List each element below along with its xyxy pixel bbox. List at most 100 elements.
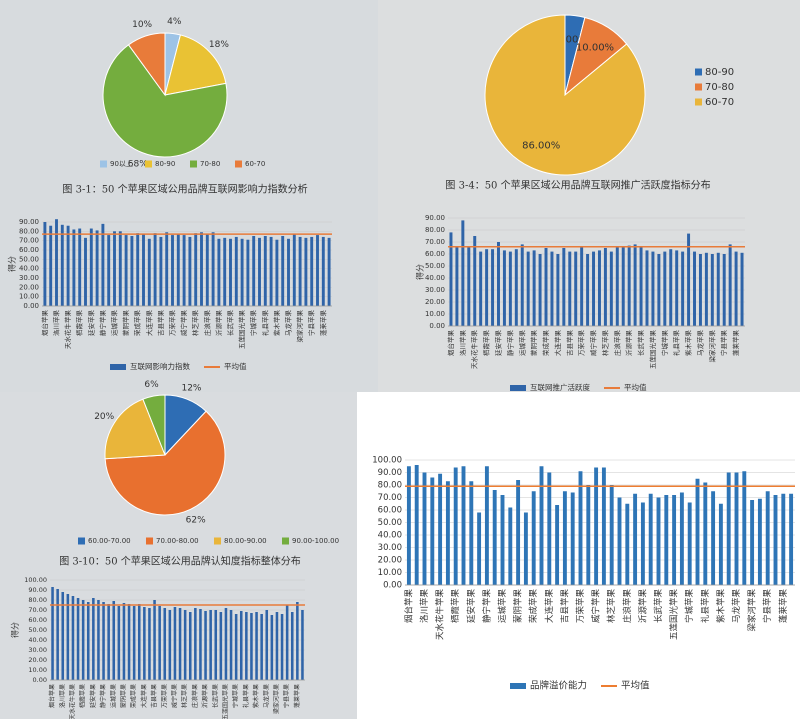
x-tick-label: 林芝苹果: [600, 330, 609, 357]
bar: [61, 592, 65, 680]
legend-swatch: [78, 537, 85, 545]
y-tick-label: 30.00: [378, 543, 402, 553]
slice-label: 18%: [209, 40, 229, 50]
bar: [327, 237, 331, 306]
legend-swatch: [695, 68, 702, 76]
x-tick-label: 宁县苹果: [762, 589, 773, 624]
x-tick-label: 吉县苹果: [565, 330, 574, 357]
x-tick-label: 洛川苹果: [458, 330, 467, 357]
legend-label: 互联网推广活跃度: [530, 382, 590, 392]
bar: [750, 500, 755, 585]
y-tick-label: 0.00: [23, 302, 39, 310]
bar: [81, 600, 85, 680]
x-tick-label: 蓬莱苹果: [778, 589, 789, 624]
bar: [580, 246, 584, 326]
x-tick-label: 栖霞苹果: [482, 330, 491, 357]
bar: [617, 497, 622, 585]
pie-slice: [164, 34, 227, 96]
bar: [173, 607, 177, 680]
x-tick-label: 蒙阴苹果: [513, 589, 524, 624]
x-tick-label: 吉县苹果: [150, 684, 158, 708]
bar: [461, 466, 466, 585]
bar: [280, 614, 284, 680]
bar: [246, 239, 250, 306]
slice-label: 4%: [167, 17, 182, 27]
bar: [240, 238, 244, 306]
bar: [78, 228, 82, 306]
slice-label: 12%: [181, 384, 201, 394]
bar: [118, 231, 122, 306]
x-tick-label: 延安苹果: [86, 310, 95, 337]
x-tick-label: 运城苹果: [497, 589, 508, 624]
bar: [531, 491, 536, 585]
bar: [281, 236, 285, 306]
x-tick-label: 威宁苹果: [170, 684, 178, 708]
y-tick-label: 80.00: [19, 227, 39, 235]
bar: [422, 472, 427, 585]
bar: [568, 251, 572, 326]
legend-label: 80-90: [155, 160, 175, 168]
bar: [722, 254, 726, 326]
bar: [570, 492, 575, 585]
legend-label: 平均值: [624, 382, 647, 392]
pie-slice: [102, 44, 228, 158]
slice-label: 10.00%: [576, 43, 614, 54]
bar: [734, 472, 739, 585]
legend-label: 60-70: [245, 160, 265, 168]
bar: [615, 246, 619, 326]
bar: [112, 601, 116, 680]
bar: [639, 246, 643, 326]
y-tick-label: 50.00: [19, 255, 39, 263]
bar: [275, 612, 279, 680]
bar: [287, 238, 290, 306]
bar: [60, 224, 64, 306]
y-axis-title: 得分: [10, 622, 20, 638]
bar: [304, 237, 308, 306]
legend-label: 80-90: [705, 67, 734, 78]
pie-slice: [142, 394, 166, 456]
y-tick-label: 40.00: [425, 274, 445, 282]
bar: [95, 230, 99, 306]
bar: [132, 606, 136, 680]
bar: [182, 235, 186, 306]
x-tick-label: 林芝苹果: [181, 684, 189, 708]
bar: [130, 236, 134, 306]
bar: [165, 232, 169, 306]
x-tick-label: 梁家河苹果: [747, 589, 758, 632]
bar: [178, 608, 182, 680]
bar: [492, 490, 497, 585]
x-tick-label: 紫木苹果: [715, 589, 726, 624]
bar: [258, 237, 261, 306]
bar: [562, 491, 567, 585]
y-tick-label: 0.00: [383, 581, 402, 591]
y-tick-label: 20.00: [28, 656, 47, 664]
y-tick-label: 0.00: [429, 322, 445, 330]
bar: [562, 248, 566, 326]
x-tick-label: 礼县苹果: [260, 310, 269, 337]
bar: [651, 251, 655, 326]
x-tick-label: 梁家河苹果: [272, 684, 280, 714]
bar: [285, 605, 289, 680]
x-tick-label: 威宁苹果: [591, 589, 602, 624]
bar: [168, 610, 172, 680]
bar: [194, 608, 197, 680]
bar: [143, 607, 146, 680]
x-tick-label: 紫木苹果: [684, 330, 693, 357]
bar: [171, 235, 174, 306]
x-tick-label: 宁县苹果: [283, 684, 291, 708]
x-tick-label: 紫木苹果: [252, 684, 260, 708]
x-tick-label: 蒙阴苹果: [119, 684, 127, 708]
y-tick-label: 20.00: [378, 556, 402, 566]
bar: [239, 611, 243, 680]
x-tick-label: 荣成苹果: [528, 589, 539, 624]
bar: [679, 492, 684, 585]
x-tick-label: 延安苹果: [466, 589, 477, 624]
x-tick-label: 烟台苹果: [40, 310, 49, 337]
slice-label: 68%: [128, 159, 148, 169]
x-tick-label: 天水花牛苹果: [435, 589, 446, 641]
bar: [205, 234, 209, 306]
bar: [214, 610, 218, 680]
bar: [275, 239, 279, 306]
bar: [693, 251, 696, 326]
bar: [479, 251, 483, 326]
